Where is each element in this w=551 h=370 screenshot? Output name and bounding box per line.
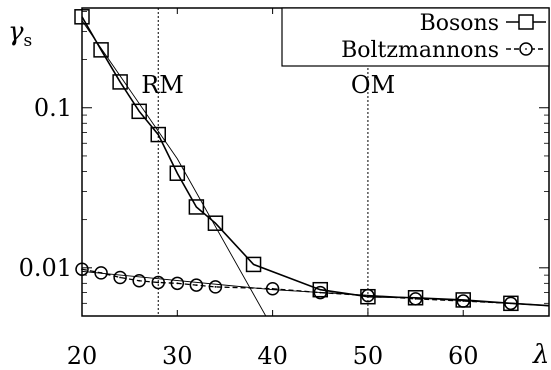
legend-marker [518, 14, 534, 30]
data-point-center [414, 297, 417, 300]
data-point [361, 288, 375, 303]
data-point [94, 266, 108, 280]
x-tick-label: 30 [162, 342, 193, 370]
data-point-center [367, 294, 369, 297]
x-tick-label: 40 [257, 342, 288, 370]
data-point-center [509, 302, 512, 305]
y-axis-label: γs [8, 17, 32, 51]
data-point-center [138, 279, 141, 282]
y-axis-label-sub: s [24, 31, 33, 51]
data-point [503, 295, 519, 312]
data-point [265, 281, 280, 296]
data-point-center [176, 282, 179, 285]
legend-box [281, 7, 550, 67]
data-point [113, 270, 127, 285]
data-point [312, 281, 329, 298]
data-point [208, 280, 223, 294]
x-tick-label: 50 [353, 342, 384, 370]
data-point [132, 274, 146, 288]
data-point-center [157, 281, 160, 284]
data-point [456, 294, 470, 308]
series-lines [81, 16, 550, 307]
data-point [504, 296, 518, 311]
data-point-center [195, 284, 198, 286]
reference-label-om: OM [351, 71, 395, 99]
data-point-center [319, 291, 322, 294]
data-point [245, 256, 262, 273]
data-point [188, 199, 205, 215]
data-point-center [271, 287, 274, 290]
y-tick-label: 0.01 [19, 254, 72, 282]
y-tick-label: 0.1 [34, 94, 72, 122]
data-point-center [119, 276, 122, 279]
reference-label-rm: RM [141, 71, 184, 99]
data-point [170, 276, 185, 291]
x-axis-label: λ [532, 340, 549, 370]
data-point-center [462, 300, 465, 302]
y-axis-label-base: γ [8, 17, 24, 47]
data-point [169, 165, 186, 181]
legend-marker-center [525, 48, 527, 50]
data-point-center [214, 285, 217, 288]
legend-label: Boltzmannons [341, 38, 499, 63]
data-point [408, 292, 423, 306]
reference-lines: RM OM [141, 8, 395, 316]
axis-ticks: 20 30 40 50 60 0.1 0.01 [19, 8, 549, 370]
series-line-bosons [81, 16, 550, 307]
legend-label: Bosons [420, 11, 499, 36]
data-point [93, 42, 109, 58]
data-point-center [100, 271, 102, 274]
fit-line [82, 20, 267, 316]
data-point [207, 215, 224, 231]
data-point [131, 103, 147, 120]
data-point [112, 74, 128, 90]
data-point [313, 285, 328, 300]
x-tick-label: 20 [67, 342, 98, 370]
data-point [151, 275, 165, 290]
data-point [150, 126, 166, 143]
x-tick-label: 60 [448, 342, 479, 370]
data-point [189, 278, 204, 292]
